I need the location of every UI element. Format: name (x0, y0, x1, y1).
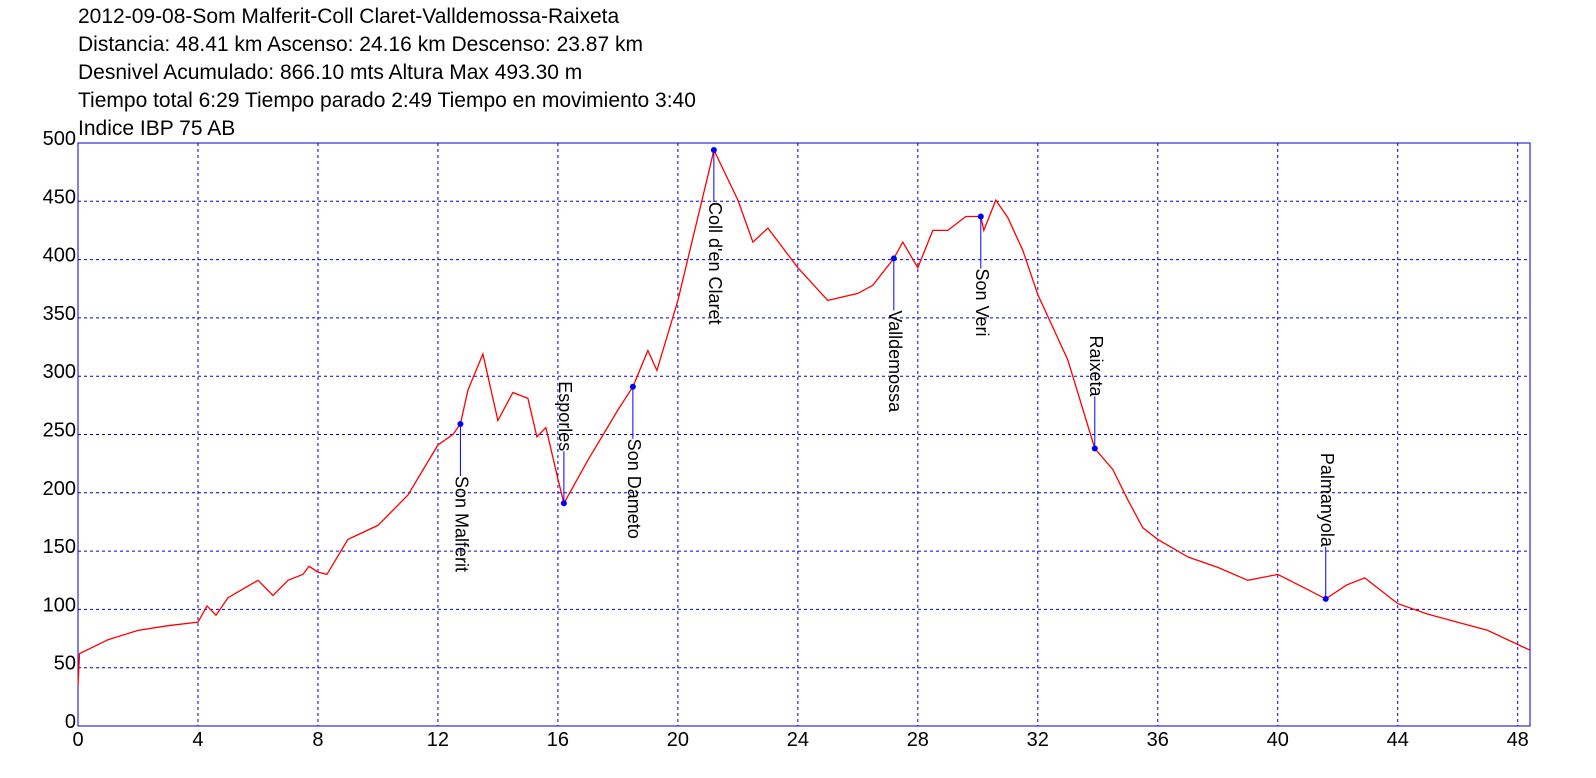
y-tick-label: 400 (43, 245, 76, 267)
x-tick-label: 16 (547, 729, 569, 751)
x-tick-label: 24 (787, 729, 809, 751)
y-tick-label: 50 (54, 653, 76, 675)
x-tick-label: 32 (1027, 729, 1049, 751)
title-line: Indice IBP 75 AB (78, 117, 235, 140)
waypoint-marker (629, 383, 636, 390)
y-tick-label: 0 (65, 711, 76, 733)
waypoint-label: Palmanyola (1317, 453, 1337, 548)
x-tick-label: 20 (667, 729, 689, 751)
waypoint-marker (457, 421, 464, 428)
waypoint-label: Raixeta (1086, 335, 1106, 397)
title-line: 2012-09-08-Som Malferit-Coll Claret-Vall… (78, 5, 619, 28)
x-tick-label: 0 (72, 729, 83, 751)
x-tick-label: 12 (427, 729, 449, 751)
y-tick-label: 150 (43, 536, 76, 558)
x-tick-label: 36 (1147, 729, 1169, 751)
waypoint-label: Son Malferit (452, 476, 472, 572)
waypoint-marker (710, 146, 717, 153)
waypoint-marker (1091, 445, 1098, 452)
y-tick-label: 350 (43, 303, 76, 325)
y-tick-label: 250 (43, 420, 76, 442)
waypoint-label: Son Veri (972, 268, 992, 336)
x-tick-label: 28 (907, 729, 929, 751)
title-line: Distancia: 48.41 km Ascenso: 24.16 km De… (78, 33, 643, 56)
x-tick-label: 40 (1267, 729, 1289, 751)
y-tick-label: 500 (43, 128, 76, 150)
waypoint-label: Coll d'en Claret (705, 202, 725, 325)
waypoint-marker (560, 500, 567, 507)
y-tick-label: 100 (43, 594, 76, 616)
waypoint-label: Son Dameto (624, 439, 644, 539)
x-tick-label: 4 (192, 729, 203, 751)
waypoint-marker (977, 213, 984, 220)
y-tick-label: 450 (43, 186, 76, 208)
waypoint-label: Valldemossa (885, 310, 905, 413)
x-tick-label: 48 (1507, 729, 1529, 751)
plot-frame (77, 142, 1531, 727)
title-line: Tiempo total 6:29 Tiempo parado 2:49 Tie… (78, 89, 696, 112)
x-tick-label: 8 (312, 729, 323, 751)
waypoint-label: Esporles (555, 381, 575, 451)
y-tick-label: 300 (43, 361, 76, 383)
waypoint-marker (1322, 595, 1329, 602)
y-tick-label: 200 (43, 478, 76, 500)
waypoint-marker (890, 255, 897, 262)
x-tick-label: 44 (1387, 729, 1409, 751)
elevation-line (77, 148, 1531, 686)
title-line: Desnivel Acumulado: 866.10 mts Altura Ma… (78, 61, 582, 84)
